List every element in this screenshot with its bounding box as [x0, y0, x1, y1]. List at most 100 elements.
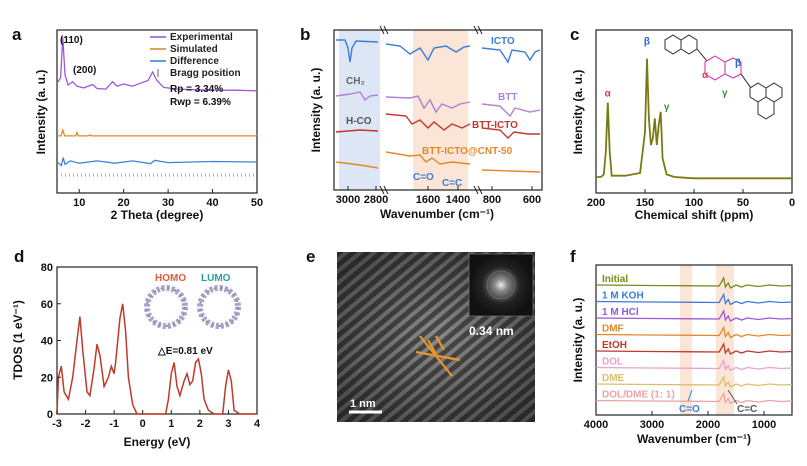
stat-rp: Rp = 3.34% [170, 84, 223, 95]
panel-d-xticks: -3 -2 -1 0 1 2 3 4 [52, 410, 261, 430]
label-c-c: C=C [442, 178, 462, 189]
panel-b: b ICTO BTT BTT-ICTO BTT-ICTO@CNT-50 CH₂ … [300, 25, 543, 221]
panel-e: e 0.34 nm [306, 247, 535, 422]
f-x-tick-label: 4000 [584, 419, 608, 431]
panel-a-plot [56, 37, 258, 177]
series-difference [56, 157, 258, 167]
c-x-tick-label: 0 [789, 197, 795, 209]
d-y-tick-label: 60 [41, 299, 53, 311]
molecule-gamma: γ [722, 88, 728, 99]
d-x-tick-label: -1 [109, 418, 119, 430]
panel-letter-e: e [306, 247, 315, 266]
panel-f-xticks: 4000 3000 2000 1000 [584, 411, 776, 431]
panel-b-xlabel: Wavenumber (cm⁻¹) [380, 207, 494, 221]
panel-c-frame [595, 29, 793, 194]
panel-f: f Initial 1 M KOH 1 M HCl DMF EtOH DOL DME DOL/… [570, 247, 793, 446]
label-homo: HOMO [155, 273, 186, 284]
legend-experimental: Experimental [170, 32, 233, 43]
d-x-tick-label: 0 [140, 418, 146, 430]
d-x-tick-label: 3 [225, 418, 231, 430]
series-label: DOL [602, 357, 623, 368]
label-icto: ICTO [491, 36, 515, 47]
peak-label: γ [664, 102, 670, 113]
arrow-f-c-o [687, 389, 693, 402]
panel-c-ylabel: Intensity (a. u.) [571, 70, 585, 155]
label-gap: △E=0.81 eV [157, 346, 213, 357]
label-btt-icto-cnt: BTT-ICTO@CNT-50 [422, 146, 513, 157]
panel-f-frame [595, 264, 793, 416]
panel-c-xticks: 200 150 100 50 0 [587, 189, 795, 209]
label-c-o: C=O [413, 172, 434, 183]
series-experimental [56, 37, 258, 92]
a-x-tick-label: 50 [251, 197, 263, 209]
co-highlight-band [413, 30, 468, 190]
molecule-beta: β [735, 58, 741, 69]
peak-label: α [605, 89, 612, 100]
spectrum-f-series [595, 358, 793, 372]
panel-b-spectra [335, 39, 541, 173]
d-x-tick-label: -2 [81, 418, 91, 430]
d-y-tick-label: 0 [47, 409, 53, 421]
panel-letter-a: a [12, 25, 22, 44]
f-x-tick-label: 2000 [696, 419, 720, 431]
label-ch2: CH₂ [346, 76, 365, 87]
b-x-tick-label: 3000 [336, 194, 360, 206]
label-scale: 1 nm [350, 398, 376, 410]
c-x-tick-label: 50 [737, 197, 749, 209]
ch2-highlight-band [339, 30, 380, 190]
panel-d-yticks: 0 20 40 60 80 [41, 262, 61, 421]
d-x-tick-label: 4 [254, 418, 261, 430]
panel-f-xlabel: Wavenumber (cm⁻¹) [637, 432, 751, 446]
c-x-tick-label: 150 [636, 197, 654, 209]
label-f-c-o: C=O [679, 404, 700, 415]
co-band-f [680, 265, 692, 415]
molecule-alpha: α [702, 70, 709, 81]
label-lumo: LUMO [201, 273, 231, 284]
label-f-c-c: C=C [737, 404, 757, 415]
label-spacing: 0.34 nm [469, 324, 514, 338]
spectrum-f-series [595, 342, 793, 355]
series-label: 1 M HCl [602, 307, 639, 318]
spectrum-btt-icto [335, 113, 540, 139]
peak-label-200: (200) [73, 65, 96, 76]
panel-c-xlabel: Chemical shift (ppm) [635, 208, 754, 222]
panel-d-xlabel: Energy (eV) [124, 435, 191, 449]
spectrum-icto [336, 39, 541, 64]
label-h-co: H-CO [346, 116, 372, 127]
panel-f-ylabel: Intensity (a. u.) [571, 298, 585, 383]
b-x-tick-label: 2800 [364, 194, 388, 206]
panel-letter-c: c [570, 25, 579, 44]
c-x-tick-label: 100 [685, 197, 703, 209]
fft-ring [486, 270, 516, 300]
d-x-tick-label: 1 [168, 418, 174, 430]
panel-b-ylabel: Intensity (a. u.) [309, 68, 323, 153]
spectrum-btt [335, 91, 541, 118]
b-x-tick-label: 1400 [446, 194, 470, 206]
tdos-curve [56, 303, 257, 415]
panel-b-xticks: 3000 2800 1600 1400 800 600 [336, 186, 541, 206]
b-x-tick-label: 600 [523, 194, 541, 206]
panel-d-plot [56, 303, 257, 415]
series-label: 1 M KOH [602, 291, 644, 302]
panel-a-frame [56, 29, 258, 194]
panel-letter-f: f [570, 247, 576, 266]
a-x-tick-label: 20 [118, 197, 130, 209]
molecule-structure-icon: α β γ [664, 34, 783, 120]
a-x-tick-label: 30 [162, 197, 174, 209]
series-label: DME [602, 373, 625, 384]
panel-letter-b: b [300, 25, 310, 44]
legend-bragg: Bragg position [170, 68, 241, 79]
series-label: EtOH [602, 340, 627, 351]
panel-b-frame [333, 29, 543, 191]
c-x-tick-label: 200 [587, 197, 605, 209]
b-x-tick-label: 800 [483, 194, 501, 206]
b-x-tick-label: 1600 [416, 194, 440, 206]
panel-a: a 10 20 30 40 50 2 Theta (degree) Intensity … [12, 25, 263, 222]
fft-inset [468, 253, 534, 317]
panel-letter-d: d [14, 247, 24, 266]
d-x-tick-label: 2 [197, 418, 203, 430]
series-label: DMF [602, 324, 624, 335]
spectrum-f-series [595, 375, 793, 388]
peak-label-110: (110) [60, 35, 83, 46]
d-y-tick-label: 40 [41, 336, 53, 348]
